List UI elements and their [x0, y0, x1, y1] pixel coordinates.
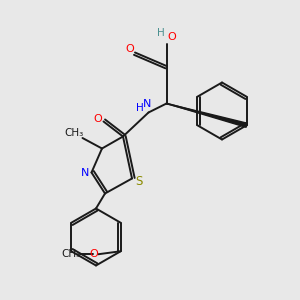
Polygon shape [167, 103, 247, 127]
Text: N: N [81, 167, 89, 178]
Text: O: O [93, 113, 102, 124]
Text: CH₃: CH₃ [61, 249, 81, 259]
Text: H: H [157, 28, 165, 38]
Text: CH₃: CH₃ [64, 128, 83, 139]
Text: O: O [125, 44, 134, 55]
Text: O: O [89, 249, 98, 259]
Text: S: S [135, 175, 142, 188]
Text: H: H [136, 103, 144, 113]
Text: N: N [143, 99, 151, 109]
Text: O: O [167, 32, 176, 43]
